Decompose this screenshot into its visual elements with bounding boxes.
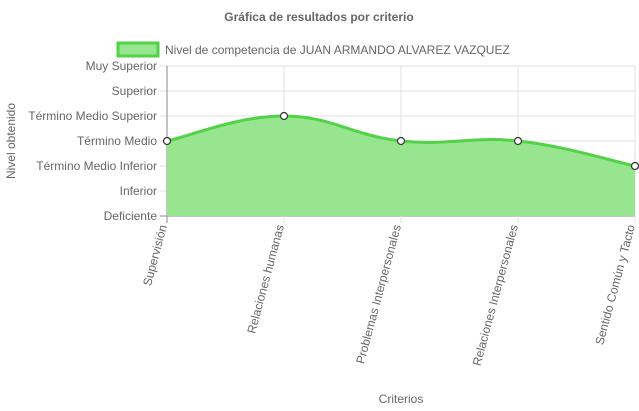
x-tick-label: Relaciones humanas xyxy=(244,223,287,335)
data-point[interactable] xyxy=(396,136,406,146)
chart-title: Gráfica de resultados por criterio xyxy=(224,10,413,24)
data-point[interactable] xyxy=(513,136,523,146)
y-tick-label: Término Medio Superior xyxy=(28,109,157,123)
x-tick-label: Sentido Común y Tacto xyxy=(592,223,638,347)
data-point[interactable] xyxy=(630,161,639,171)
legend-swatch xyxy=(116,41,160,58)
x-tick-label: Problemas Interpersonales xyxy=(353,223,404,365)
y-tick-label: Deficiente xyxy=(104,209,158,223)
legend[interactable]: Nivel de competencia de JUAN ARMANDO ALV… xyxy=(116,41,510,58)
x-tick-label: Relaciones Interpersonales xyxy=(470,223,521,367)
y-tick-label: Inferior xyxy=(120,184,157,198)
x-axis-ticks: Supervisión Relaciones humanas Problemas I… xyxy=(140,223,638,367)
y-tick-label: Término Medio xyxy=(77,134,157,148)
y-axis-ticks: Deficiente Inferior Término Medio Inferior… xyxy=(28,59,157,223)
data-point[interactable] xyxy=(279,111,289,121)
y-tick-label: Superior xyxy=(112,84,157,98)
y-axis-label: Nivel obtenido xyxy=(4,103,18,179)
x-axis-label: Criterios xyxy=(379,392,424,406)
legend-label: Nivel de competencia de JUAN ARMANDO ALV… xyxy=(165,43,510,57)
data-point[interactable] xyxy=(162,136,172,146)
y-tick-label: Término Medio Inferior xyxy=(36,159,157,173)
y-tick-label: Muy Superior xyxy=(86,59,157,73)
x-tick-label: Supervisión xyxy=(140,223,170,287)
